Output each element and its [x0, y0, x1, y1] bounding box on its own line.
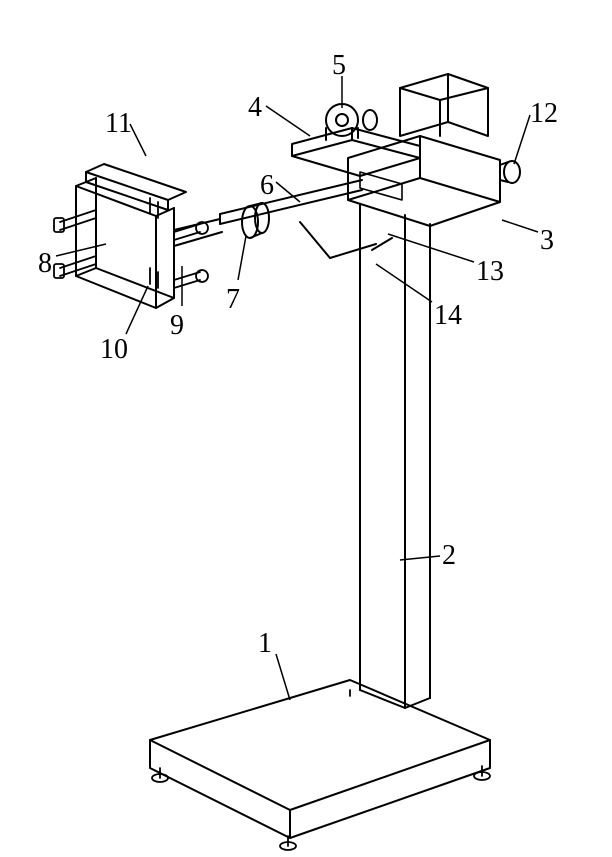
- technical-drawing: 1 2 3 4 5 6 7 8 9 10 11 12 13 14: [0, 0, 612, 857]
- leader-lines: [56, 76, 538, 700]
- label-5: 5: [332, 50, 346, 82]
- label-3: 3: [540, 225, 554, 257]
- label-6: 6: [260, 170, 274, 202]
- label-11: 11: [105, 108, 132, 140]
- label-9: 9: [170, 310, 184, 342]
- label-12: 12: [530, 98, 558, 130]
- label-2: 2: [442, 540, 456, 572]
- label-14: 14: [434, 300, 462, 332]
- label-10: 10: [100, 334, 128, 366]
- apparatus-svg: [0, 0, 612, 857]
- label-4: 4: [248, 92, 262, 124]
- label-13: 13: [476, 256, 504, 288]
- label-7: 7: [226, 284, 240, 316]
- label-1: 1: [258, 628, 272, 660]
- label-8: 8: [38, 248, 52, 280]
